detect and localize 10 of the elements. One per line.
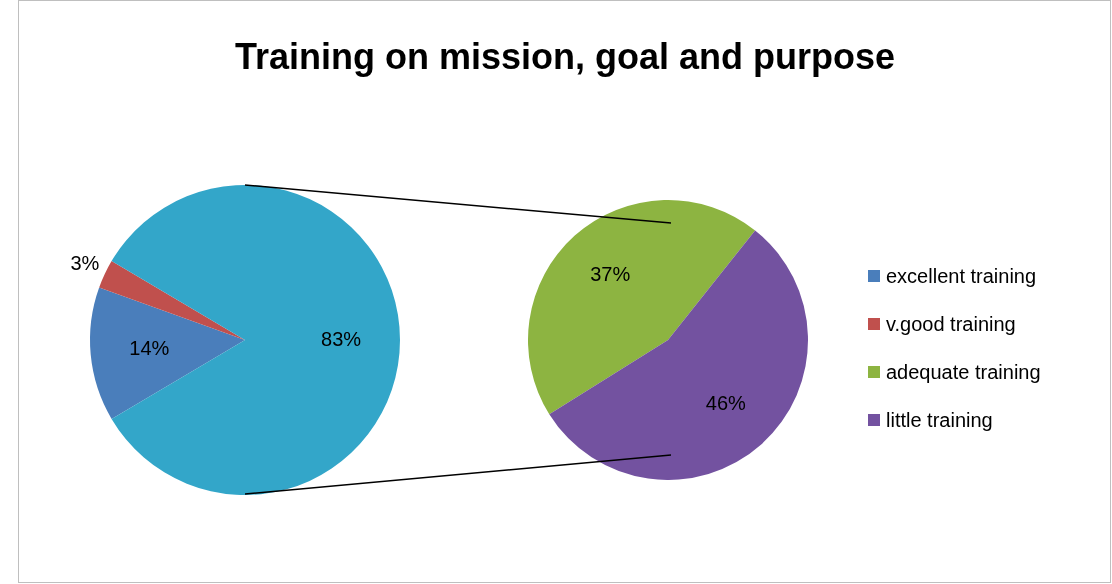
chart-title: Training on mission, goal and purpose <box>233 36 897 78</box>
data-label: 46% <box>705 392 747 415</box>
data-label: 83% <box>321 327 362 350</box>
legend-label: v.good training <box>886 312 1016 336</box>
legend-label: adequate training <box>886 360 1041 384</box>
data-label: 3% <box>70 252 100 275</box>
data-label: 14% <box>129 336 170 359</box>
legend-label: little training <box>886 408 993 432</box>
data-label: 37% <box>590 262 631 285</box>
legend-label: excellent training <box>886 264 1037 288</box>
